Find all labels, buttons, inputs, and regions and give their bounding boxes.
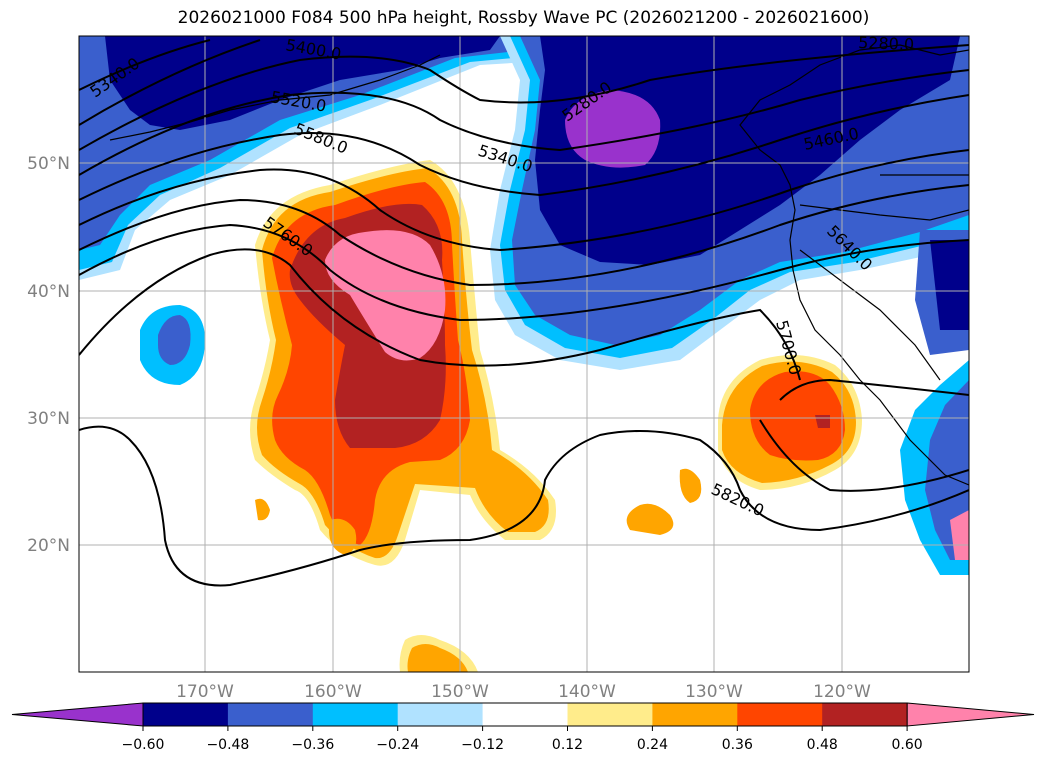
positive-anomaly-california [679, 355, 862, 503]
lat-label-30n: 30°N [27, 409, 70, 429]
colorbar-tick-label: 0.12 [552, 737, 583, 753]
colorbar-tick-label: −0.12 [461, 737, 504, 753]
lat-label-50n: 50°N [27, 154, 70, 174]
colorbar-swatch [822, 703, 908, 726]
height-contours [79, 39, 969, 587]
lat-label-20n: 20°N [27, 536, 70, 556]
colorbar-tick-label: −0.60 [122, 737, 165, 753]
colorbar-swatch [143, 703, 229, 726]
latitude-labels: 50°N 40°N 30°N 20°N [27, 154, 70, 556]
colorbar-tick-label: −0.36 [291, 737, 334, 753]
colorbar-tick-label: 0.48 [807, 737, 838, 753]
lon-label-170w: 170°W [176, 682, 234, 702]
colorbar-swatch [227, 703, 314, 726]
colorbar-tick-label: −0.48 [206, 737, 249, 753]
lon-label-150w: 150°W [431, 682, 489, 702]
colorbar-swatch [397, 703, 484, 726]
colorbar-swatch [482, 703, 568, 726]
colorbar-tick-label: 0.36 [722, 737, 753, 753]
contour-label: 5280.0 [858, 33, 915, 54]
colorbar-frame [142, 702, 908, 727]
negative-anomaly-southeast [900, 230, 969, 575]
colorbar-swatch [652, 703, 738, 726]
colorbar-swatch [567, 703, 653, 726]
lon-label-120w: 120°W [813, 682, 871, 702]
colorbar-tick-label: 0.24 [637, 737, 668, 753]
colorbar-extend-low [11, 702, 144, 727]
longitude-labels: 170°W 160°W 150°W 140°W 130°W 120°W [176, 682, 871, 702]
lon-label-160w: 160°W [304, 682, 362, 702]
colorbar-tick-label: −0.24 [376, 737, 419, 753]
colorbar-tick-label: 0.60 [892, 737, 923, 753]
colorbar-extend-high [906, 702, 1035, 727]
colorbar-swatch [737, 703, 823, 726]
negative-anomaly-northwest [79, 36, 560, 385]
map-panel: 5340.0 5400.0 5520.0 5580.0 5760.0 5340.… [79, 33, 969, 672]
coastlines [109, 44, 969, 486]
colorbar: −0.60 −0.48 −0.36 −0.24 −0.12 0.12 0.24 0.36 0.4… [11, 702, 1035, 753]
lat-label-40n: 40°N [27, 282, 70, 302]
map-frame [78, 35, 970, 673]
lon-label-140w: 140°W [558, 682, 616, 702]
lon-label-130w: 130°W [685, 682, 743, 702]
gridlines [79, 36, 969, 672]
colorbar-swatch [312, 703, 399, 726]
map-title: 2026021000 F084 500 hPa height, Rossby W… [177, 8, 870, 28]
